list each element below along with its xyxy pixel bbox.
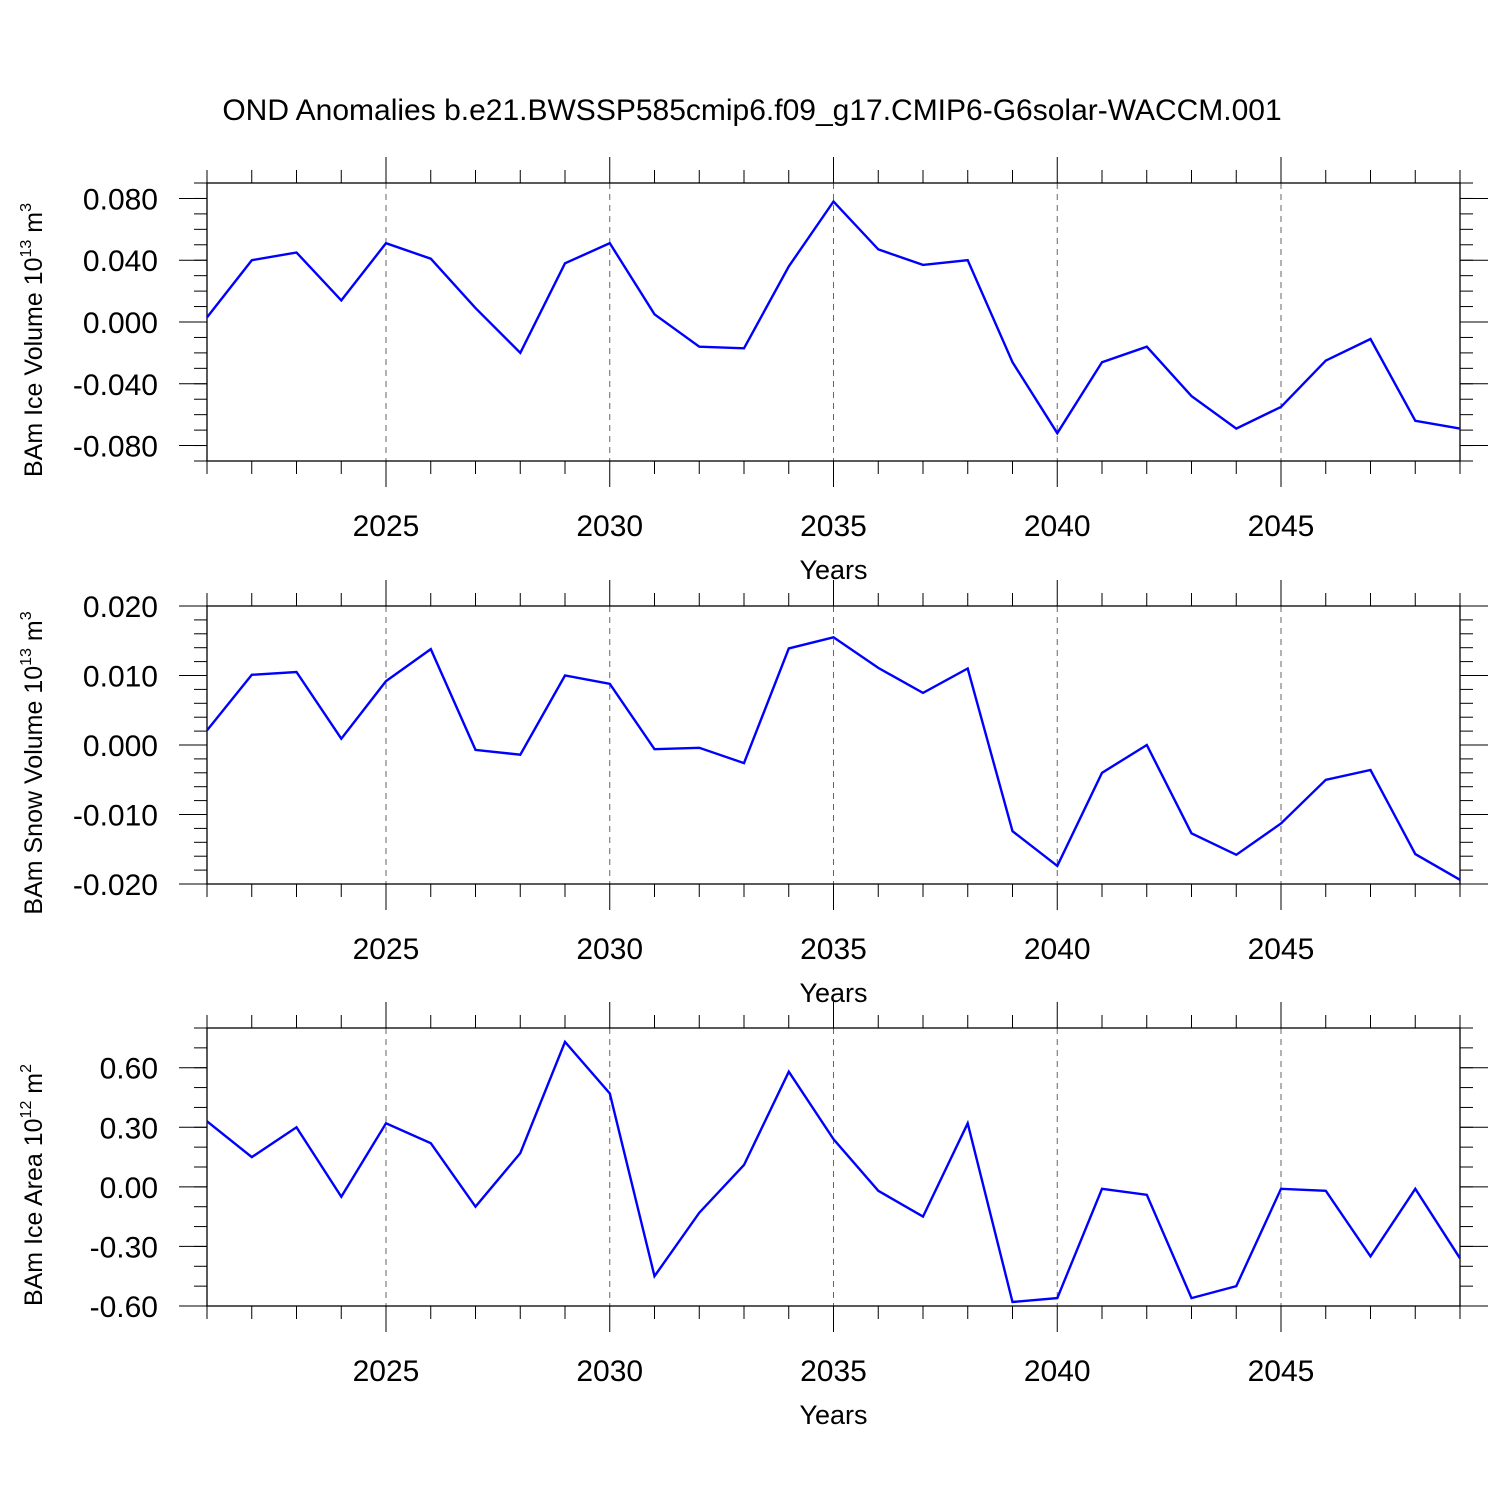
x-tick-label: 2040: [1024, 933, 1091, 966]
x-tick-label: 2030: [576, 933, 643, 966]
x-tick-label: 2030: [576, 1355, 643, 1388]
x-tick-label: 2040: [1024, 1355, 1091, 1388]
y-axis-label: BAm Ice Area 1012 m2: [18, 1064, 48, 1306]
y-tick-label: 0.080: [83, 183, 158, 216]
y-axis-label-main: BAm Snow Volume 10: [20, 666, 48, 915]
y-axis-label-unit: m: [20, 212, 48, 240]
x-tick-label: 2040: [1024, 510, 1091, 543]
y-tick-label: -0.020: [73, 869, 158, 902]
y-axis-label-main: BAm Ice Area 10: [20, 1118, 48, 1306]
y-axis-label: BAm Snow Volume 1013 m3: [18, 611, 48, 914]
chart-title: OND Anomalies b.e21.BWSSP585cmip6.f09_g1…: [222, 94, 1281, 127]
x-tick-label: 2045: [1248, 933, 1315, 966]
y-tick-label: 0.30: [100, 1112, 158, 1145]
y-axis-label-unit: m: [20, 620, 48, 648]
y-tick-label: -0.010: [73, 800, 158, 833]
x-tick-label: 2025: [353, 933, 420, 966]
y-tick-label: 0.010: [83, 661, 158, 694]
y-tick-label: -0.60: [90, 1291, 158, 1324]
y-tick-label: 0.60: [100, 1053, 158, 1086]
series-line-snow-volume: [206, 636, 1461, 881]
y-axis-label-unit-exponent: 3: [18, 611, 35, 620]
y-axis-label-exponent: 12: [18, 1101, 35, 1119]
y-tick-label: 0.000: [83, 730, 158, 763]
x-tick-label: 2035: [800, 1355, 867, 1388]
y-axis-label-exponent: 13: [18, 240, 35, 258]
ice-volume-panel: -0.080 -0.040 0.000 0.040 0.080 2025 2030 2035 2…: [18, 157, 1488, 585]
y-tick-label: -0.080: [73, 431, 158, 464]
y-axis-label-main: BAm Ice Volume 10: [20, 257, 48, 477]
x-tick-label: 2045: [1248, 510, 1315, 543]
y-axis-label-unit-exponent: 2: [18, 1064, 35, 1073]
snow-volume-panel: -0.020 -0.010 0.000 0.010 0.020 2025 2030 2035 2…: [18, 580, 1488, 1008]
y-tick-label: 0.020: [83, 591, 158, 624]
y-axis-label: BAm Ice Volume 1013 m3: [18, 203, 48, 477]
y-axis-label-exponent: 13: [18, 648, 35, 666]
series-line-ice-volume: [206, 199, 1461, 436]
x-tick-label: 2035: [800, 933, 867, 966]
y-tick-label: 0.000: [83, 307, 158, 340]
y-tick-label: -0.30: [90, 1231, 158, 1264]
x-tick-label: 2045: [1248, 1355, 1315, 1388]
x-axis-label: Years: [799, 1400, 867, 1430]
x-tick-label: 2030: [576, 510, 643, 543]
y-axis-label-unit-exponent: 3: [18, 203, 35, 212]
x-tick-label: 2035: [800, 510, 867, 543]
ice-area-panel: -0.60 -0.30 0.00 0.30 0.60 2025 2030 2035 2040 20…: [18, 1002, 1488, 1430]
y-axis-label-unit: m: [20, 1073, 48, 1101]
y-tick-label: -0.040: [73, 369, 158, 402]
x-tick-label: 2025: [353, 510, 420, 543]
y-tick-label: 0.00: [100, 1172, 158, 1205]
y-tick-label: 0.040: [83, 245, 158, 278]
x-tick-label: 2025: [353, 1355, 420, 1388]
